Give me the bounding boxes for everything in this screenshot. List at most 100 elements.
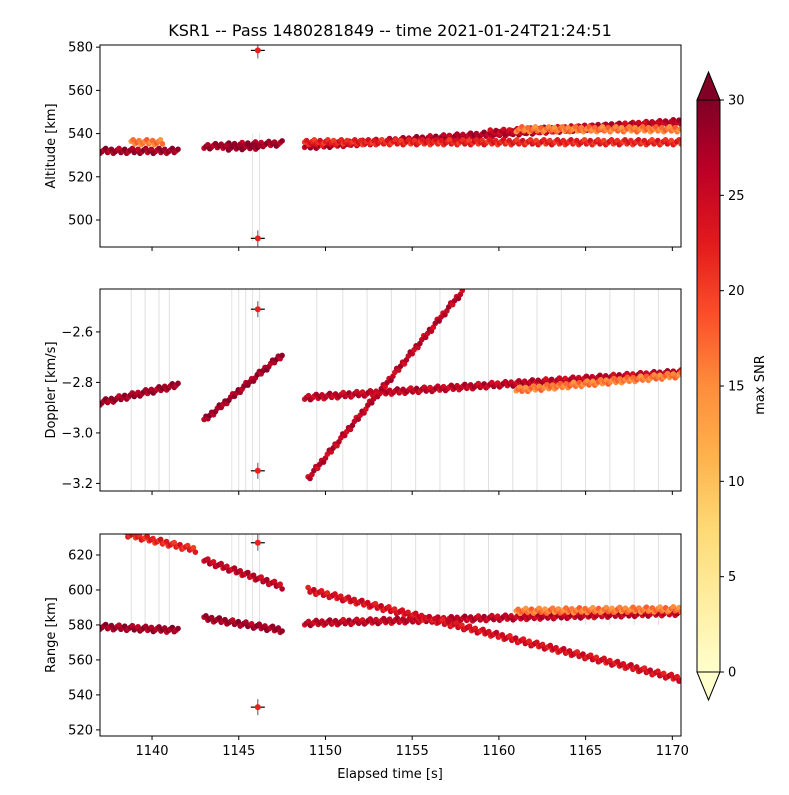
doppler-frame [99,288,682,492]
range-point [192,549,199,555]
range-point [660,670,667,677]
range-point [163,538,170,545]
range-point [566,648,573,654]
altitude-panel: 500 520 540 560 580 Altitude [km] [44,41,682,251]
range-point [264,576,270,583]
range-frame [99,533,682,737]
range-point [210,559,217,565]
range-point [534,639,540,646]
colorbar-label: max SNR [753,355,768,414]
range-point [277,581,284,588]
range-point [507,633,513,639]
colorbar-tick-label: 10 [728,475,745,490]
colorbar: 0 5 10 15 20 25 30 [696,70,745,702]
colorbar-tick-label: 20 [728,284,745,299]
range-point [372,600,379,607]
colorbar-tick-label: 15 [728,380,745,395]
range-plot-area [100,534,681,716]
range-point [439,616,446,623]
range-y-tick-label: 580 [68,618,93,633]
range-point [311,586,317,593]
range-point [391,606,398,612]
range-point [279,586,285,592]
range-point [520,636,527,642]
doppler-outlier-point [254,306,261,313]
x-tick-label: 1160 [482,744,515,759]
range-point [364,599,371,606]
range-point [553,644,559,651]
range-point [560,645,567,652]
range-point [512,635,519,641]
range-point [237,567,244,574]
altitude-y-tick-label: 540 [68,127,93,142]
range-point [587,652,594,658]
range-point [351,596,358,603]
range-panel: 520 540 560 580 600 620 1140 1145 1150 1155 1160 11… [44,533,689,759]
doppler-y-axis-label: Doppler [km/s] [44,341,59,438]
range-point [678,677,681,683]
doppler-point [175,380,181,387]
colorbar-gradient [697,100,720,672]
range-point [229,617,236,623]
range-point [614,658,621,665]
range-point [250,572,257,579]
doppler-point [279,352,285,359]
altitude-y-tick-label: 520 [68,170,93,185]
doppler-point [459,289,466,294]
range-point [539,641,546,648]
altitude-plot-area [100,45,681,247]
colorbar-extend-max [696,70,721,101]
range-point [150,535,156,542]
range-point [641,665,648,671]
range-point [678,608,681,615]
range-point [157,536,164,543]
range-point [418,612,425,619]
range-point [269,623,276,630]
range-point [480,626,486,633]
range-point [412,610,419,617]
range-point [472,625,479,632]
range-point [607,657,613,664]
range-point [466,623,473,629]
range-point [144,534,151,540]
range-point [245,569,251,576]
range-point [256,621,263,627]
range-point [279,628,285,634]
range-y-tick-label: 620 [68,548,93,563]
range-point [378,603,384,609]
range-point [655,668,661,675]
range-outlier-point [254,704,261,711]
x-tick-label: 1170 [656,744,689,759]
range-point [184,542,191,549]
range-point [674,673,680,680]
doppler-y-tick-label: −3.2 [61,477,93,492]
range-point [248,620,255,627]
range-point [620,660,627,667]
colorbar-tick-label: 30 [728,94,745,109]
range-y-axis-label: Range [km] [44,597,59,673]
range-point [243,619,249,625]
altitude-frame [99,44,682,248]
altitude-point [256,142,263,149]
range-point [208,614,215,621]
range-point [668,671,675,678]
range-point [203,613,209,619]
altitude-outlier-point [254,47,261,54]
range-point [593,654,600,661]
x-tick-label: 1150 [309,744,342,759]
range-point [628,661,634,668]
range-point [271,578,278,585]
x-tick-label: 1140 [135,744,168,759]
altitude-point [678,141,681,147]
range-y-tick-label: 520 [68,723,93,738]
colorbar-extend-min [696,671,721,702]
range-point [601,655,607,662]
range-point [499,631,506,638]
altitude-y-tick-label: 580 [68,41,93,56]
range-point [432,615,438,622]
range-point [426,613,433,620]
altitude-outlier-point [254,235,261,242]
range-point [262,623,268,629]
range-y-tick-label: 560 [68,653,93,668]
